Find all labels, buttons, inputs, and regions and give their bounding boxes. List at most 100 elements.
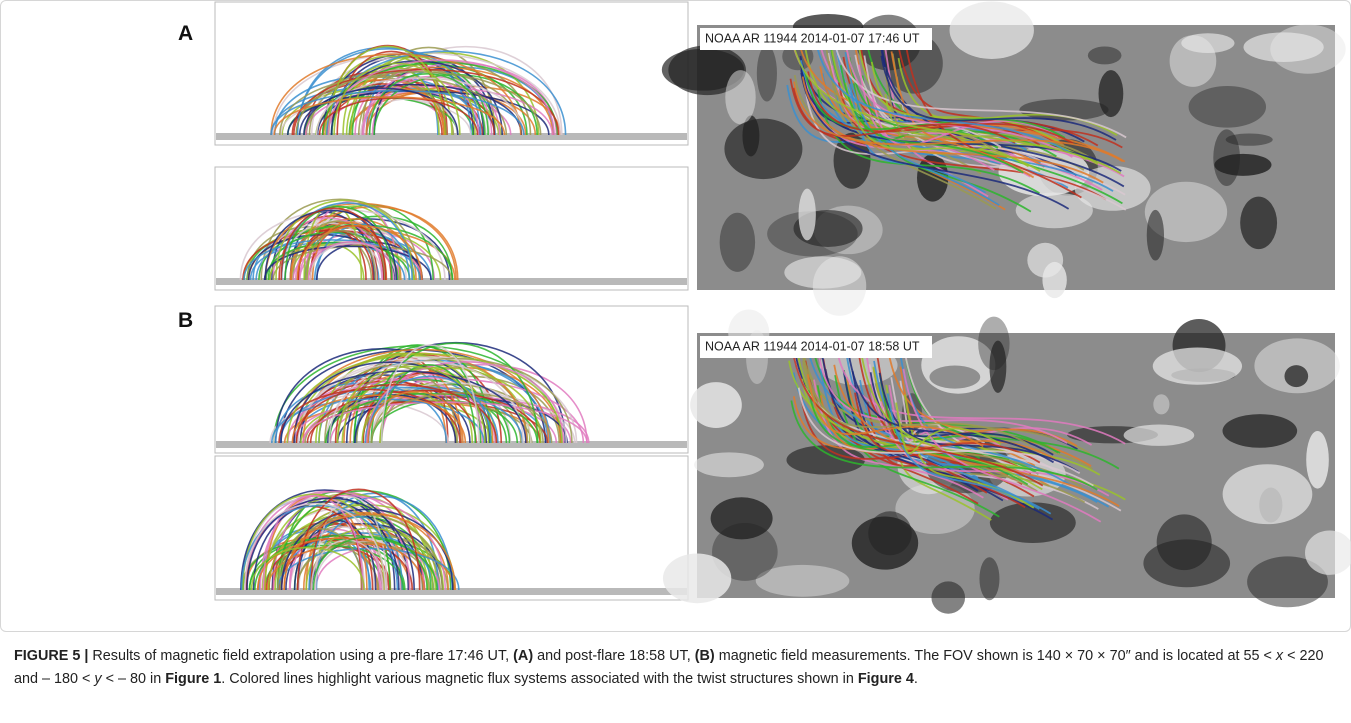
field-line (904, 44, 1082, 199)
field-line (278, 388, 461, 444)
field-line (270, 89, 525, 136)
field-line (315, 241, 424, 281)
field-line (303, 87, 459, 136)
magnetogram-patch (798, 188, 816, 241)
magnetogram-patch (979, 557, 1000, 601)
panel-label: B (178, 309, 193, 332)
magnetogram-patch (1247, 556, 1328, 608)
field-line (293, 394, 590, 444)
field-line (312, 536, 428, 591)
magnetogram-patch (949, 1, 1034, 59)
field-line (820, 351, 979, 492)
field-line (802, 363, 1030, 446)
field-line (259, 490, 411, 591)
caption: FIGURE 5 | Results of magnetic field ext… (14, 645, 1334, 690)
magnetogram-patch (929, 365, 981, 389)
field-line (308, 495, 453, 591)
magnetogram-patch (1225, 133, 1273, 146)
magnetogram-patch (851, 516, 919, 570)
magnetogram-patch (712, 523, 778, 581)
field-line (263, 493, 434, 591)
field-line (296, 519, 377, 591)
field-line (368, 73, 486, 136)
field-line (792, 372, 1098, 503)
field-line (307, 241, 395, 281)
magnetogram-patch (1098, 70, 1124, 118)
map-label-box (700, 336, 932, 358)
magnetogram-patch (1305, 530, 1351, 575)
field-line (336, 366, 486, 444)
field-line (835, 346, 1126, 445)
field-line (854, 54, 1127, 211)
field-line (800, 72, 1070, 210)
field-line (791, 38, 1122, 175)
field-line (250, 546, 365, 591)
field-line (365, 88, 446, 136)
field-line (793, 81, 1124, 163)
magnetogram-patch (1188, 85, 1267, 128)
magnetogram-patch (1087, 46, 1122, 65)
field-line (309, 389, 542, 444)
field-line (807, 71, 1074, 145)
caption-text: . (913, 670, 918, 687)
magnetogram-patch (989, 340, 1007, 393)
magnetogram-patch (989, 502, 1076, 543)
field-line (324, 55, 453, 136)
field-line (264, 209, 398, 281)
field-line (263, 245, 432, 281)
field-line (295, 384, 498, 444)
field-line (880, 55, 1117, 141)
caption-text: < 220 and – 180 < (14, 648, 1324, 687)
panel-label: A (178, 22, 193, 45)
field-line (240, 504, 399, 591)
field-line (806, 374, 984, 448)
magnetogram-patch (895, 483, 975, 535)
field-line (244, 502, 387, 591)
magnetogram-patch (690, 382, 742, 428)
field-line (283, 513, 457, 591)
field-line (880, 401, 1110, 497)
field-line (276, 528, 363, 591)
field-line (883, 66, 1000, 153)
magnetogram-patch (1153, 394, 1170, 415)
caption-text: Figure 1 (165, 670, 222, 687)
magnetogram-patch (1144, 181, 1228, 243)
field-line (832, 35, 1127, 139)
field-line (270, 53, 522, 136)
caption-text: Figure 4 (857, 670, 914, 687)
field-line (328, 360, 524, 444)
caption-text: x (1275, 648, 1284, 664)
magnetogram-patch (1284, 365, 1309, 388)
magnetogram-patch (1123, 424, 1195, 446)
magnetogram-patch (1169, 35, 1217, 87)
field-line (370, 391, 553, 444)
caption-text: (B) (694, 648, 715, 664)
magnetogram-patch (1181, 33, 1235, 54)
field-line (886, 393, 1052, 515)
magnetogram-patch (756, 45, 777, 102)
map-label: NOAA AR 11944 2014-01-07 18:58 UT (705, 339, 920, 353)
field-line (254, 534, 438, 591)
field-line (318, 352, 490, 444)
magnetogram-patch (724, 118, 803, 180)
field-line (322, 79, 445, 136)
field-line (839, 65, 1024, 174)
magnetogram-patch (1306, 430, 1329, 489)
field-line (852, 83, 999, 149)
field-line (813, 35, 1073, 155)
field-line (305, 230, 377, 281)
field-line (336, 357, 573, 444)
field-line (292, 220, 386, 281)
field-line (801, 76, 1104, 184)
field-line (291, 394, 467, 444)
magnetogram-patch (1143, 539, 1231, 588)
ground (216, 588, 687, 595)
magnetogram-patch (931, 581, 966, 614)
field-line (367, 390, 464, 444)
field-line (279, 75, 508, 136)
magnetogram-patch (812, 256, 867, 316)
magnetogram-patch (662, 553, 732, 604)
field-line (280, 207, 387, 281)
field-line (315, 77, 524, 136)
field-line (804, 71, 1066, 139)
